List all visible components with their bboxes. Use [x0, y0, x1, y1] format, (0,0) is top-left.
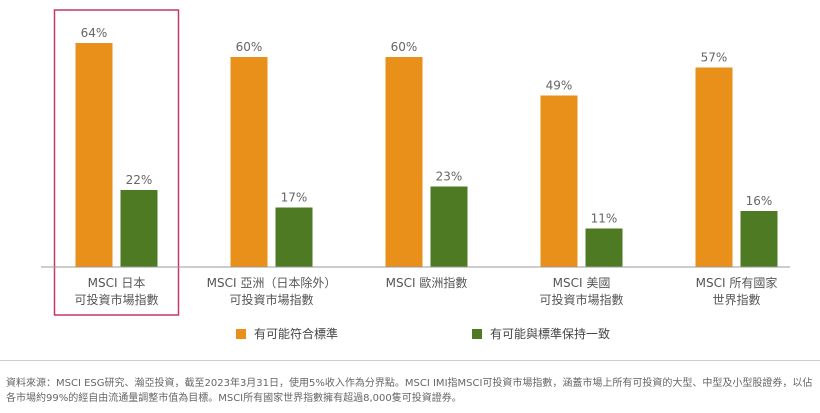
data-label-1-2: 23%	[436, 170, 463, 184]
bar-likely-aligned-3	[585, 228, 623, 267]
legend-item-likely-aligned: 有可能與標準保持一致	[472, 325, 610, 342]
bar-likely-meets-1	[230, 57, 268, 267]
legend: 有可能符合標準 有可能與標準保持一致	[0, 325, 820, 343]
highlight-box	[53, 9, 180, 316]
bar-likely-meets-3	[540, 95, 578, 267]
data-label-0-3: 49%	[546, 79, 573, 93]
divider	[0, 360, 820, 361]
bar-likely-meets-2	[385, 57, 423, 267]
x-tick-label-0-1: 可投資市場指數	[74, 292, 158, 307]
x-tick-label-0-0: MSCI 日本	[88, 276, 146, 290]
data-label-1-0: 22%	[126, 173, 153, 187]
x-tick-label-1-0: MSCI 亞洲（日本除外）	[207, 275, 337, 290]
legend-swatch-orange	[236, 328, 246, 339]
data-label-0-4: 57%	[701, 51, 728, 65]
data-label-0-0: 64%	[81, 26, 108, 40]
x-tick-label-4-1: 世界指數	[712, 292, 760, 307]
data-label-1-4: 16%	[746, 194, 773, 208]
bar-likely-aligned-4	[740, 211, 778, 267]
source-footnote: 資料來源：MSCI ESG研究、瀚亞投資，截至2023年3月31日，使用5%收入…	[6, 378, 813, 404]
x-tick-label-2-0: MSCI 歐洲指數	[386, 275, 468, 290]
x-tick-label-3-1: 可投資市場指數	[539, 292, 623, 307]
data-label-0-1: 60%	[236, 40, 263, 54]
bar-likely-meets-4	[695, 67, 733, 267]
x-tick-label-4-0: MSCI 所有國家	[696, 275, 778, 290]
legend-label-likely-aligned: 有可能與標準保持一致	[490, 327, 611, 341]
legend-item-likely-meets: 有可能符合標準	[236, 325, 338, 342]
bar-likely-aligned-1	[275, 207, 313, 267]
legend-swatch-green	[472, 328, 482, 339]
bar-likely-aligned-2	[430, 186, 468, 267]
data-label-0-2: 60%	[391, 40, 418, 54]
x-tick-label-1-1: 可投資市場指數	[229, 292, 313, 307]
bar-chart: 64%22%60%17%60%23%49%11%57%16% MSCI 日本可投…	[41, 9, 790, 316]
data-label-1-3: 11%	[591, 212, 618, 226]
legend-label-likely-meets: 有可能符合標準	[254, 327, 339, 341]
data-label-1-1: 17%	[281, 191, 308, 205]
x-tick-label-3-0: MSCI 美國	[553, 276, 611, 290]
bar-likely-aligned-0	[120, 190, 158, 267]
bar-likely-meets-0	[75, 43, 113, 267]
